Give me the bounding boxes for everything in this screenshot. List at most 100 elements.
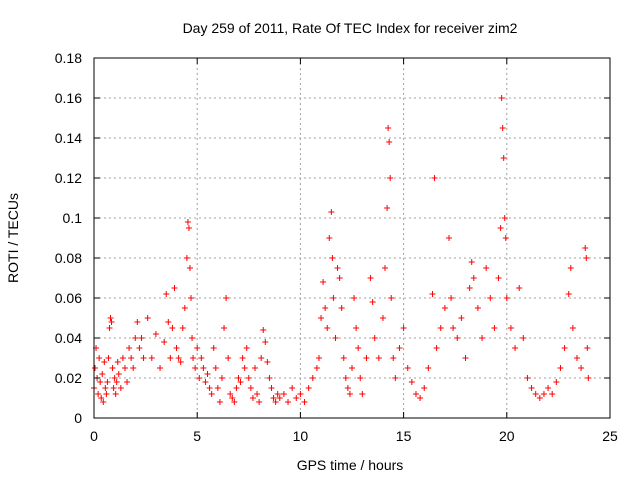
data-point — [450, 325, 457, 331]
plot-frame — [93, 57, 611, 419]
data-point — [95, 391, 102, 397]
data-point — [245, 375, 252, 381]
data-point — [184, 219, 191, 225]
data-point — [425, 365, 432, 371]
data-point — [92, 365, 99, 371]
data-point — [111, 375, 118, 381]
data-point — [268, 385, 275, 391]
data-point — [256, 399, 263, 405]
data-point — [318, 315, 325, 321]
data-point — [371, 335, 378, 341]
data-point — [229, 395, 236, 401]
data-point — [495, 275, 502, 281]
data-point — [214, 385, 221, 391]
data-point — [280, 391, 287, 397]
data-point — [328, 209, 335, 215]
data-point — [202, 379, 209, 385]
data-point — [204, 371, 211, 377]
data-point — [183, 255, 190, 261]
data-point — [167, 355, 174, 361]
data-point — [466, 285, 473, 291]
data-point — [124, 379, 131, 385]
data-point — [334, 265, 341, 271]
data-point — [163, 291, 170, 297]
data-point — [173, 345, 180, 351]
data-point — [144, 315, 151, 321]
data-point — [332, 335, 339, 341]
data-point — [169, 325, 176, 331]
data-point — [185, 225, 192, 231]
data-point — [346, 391, 353, 397]
y-tick-label: 0 — [74, 410, 82, 426]
data-point — [161, 339, 168, 345]
data-point — [208, 391, 215, 397]
data-point — [412, 391, 419, 397]
y-tick-label: 0.1 — [63, 210, 83, 226]
data-point — [97, 379, 104, 385]
data-point — [387, 175, 394, 181]
y-axis-label: ROTI / TECUs — [5, 193, 21, 283]
data-point — [285, 399, 292, 405]
chart-title: Day 259 of 2011, Rate Of TEC Index for r… — [183, 20, 518, 36]
data-point — [516, 285, 523, 291]
data-point — [585, 375, 592, 381]
data-point — [119, 355, 126, 361]
data-point — [336, 275, 343, 281]
data-point — [498, 95, 505, 101]
data-point — [121, 365, 128, 371]
data-point — [512, 345, 519, 351]
data-point — [359, 391, 366, 397]
data-point — [400, 325, 407, 331]
data-point — [140, 355, 147, 361]
data-point — [109, 365, 116, 371]
data-point — [270, 395, 277, 401]
data-point — [386, 139, 393, 145]
data-point — [254, 391, 261, 397]
data-point — [218, 375, 225, 381]
data-point — [188, 295, 195, 301]
data-point — [448, 295, 455, 301]
data-point — [458, 315, 465, 321]
data-point — [561, 345, 568, 351]
data-point — [190, 355, 197, 361]
x-tick-label: 20 — [499, 428, 515, 444]
data-point — [136, 345, 143, 351]
data-point — [375, 355, 382, 361]
data-point — [264, 359, 271, 365]
data-point — [200, 365, 207, 371]
data-point — [260, 327, 267, 333]
x-axis-label: GPS time / hours — [297, 457, 404, 473]
data-point — [326, 235, 333, 241]
data-point — [553, 379, 560, 385]
data-point — [584, 345, 591, 351]
data-point — [429, 291, 436, 297]
data-point — [130, 365, 137, 371]
data-point — [536, 395, 543, 401]
data-point — [113, 379, 120, 385]
data-point — [582, 245, 589, 251]
data-point — [357, 375, 364, 381]
data-point — [115, 371, 122, 377]
data-point — [491, 325, 498, 331]
data-point — [309, 375, 316, 381]
data-point — [355, 345, 362, 351]
data-point — [231, 399, 238, 405]
data-point — [583, 255, 590, 261]
data-point — [417, 395, 424, 401]
grid-lines — [94, 58, 610, 418]
data-point — [479, 335, 486, 341]
y-tick-label: 0.12 — [55, 170, 82, 186]
y-tick-label: 0.02 — [55, 370, 82, 386]
data-point — [134, 319, 141, 325]
data-point — [251, 365, 258, 371]
data-point — [192, 365, 199, 371]
data-point — [500, 155, 507, 161]
data-point — [194, 345, 201, 351]
data-point — [301, 399, 308, 405]
data-point — [117, 385, 124, 391]
data-point — [349, 365, 355, 371]
data-point — [408, 379, 415, 385]
data-point — [186, 265, 193, 271]
data-point — [128, 355, 135, 361]
data-point — [221, 325, 228, 331]
